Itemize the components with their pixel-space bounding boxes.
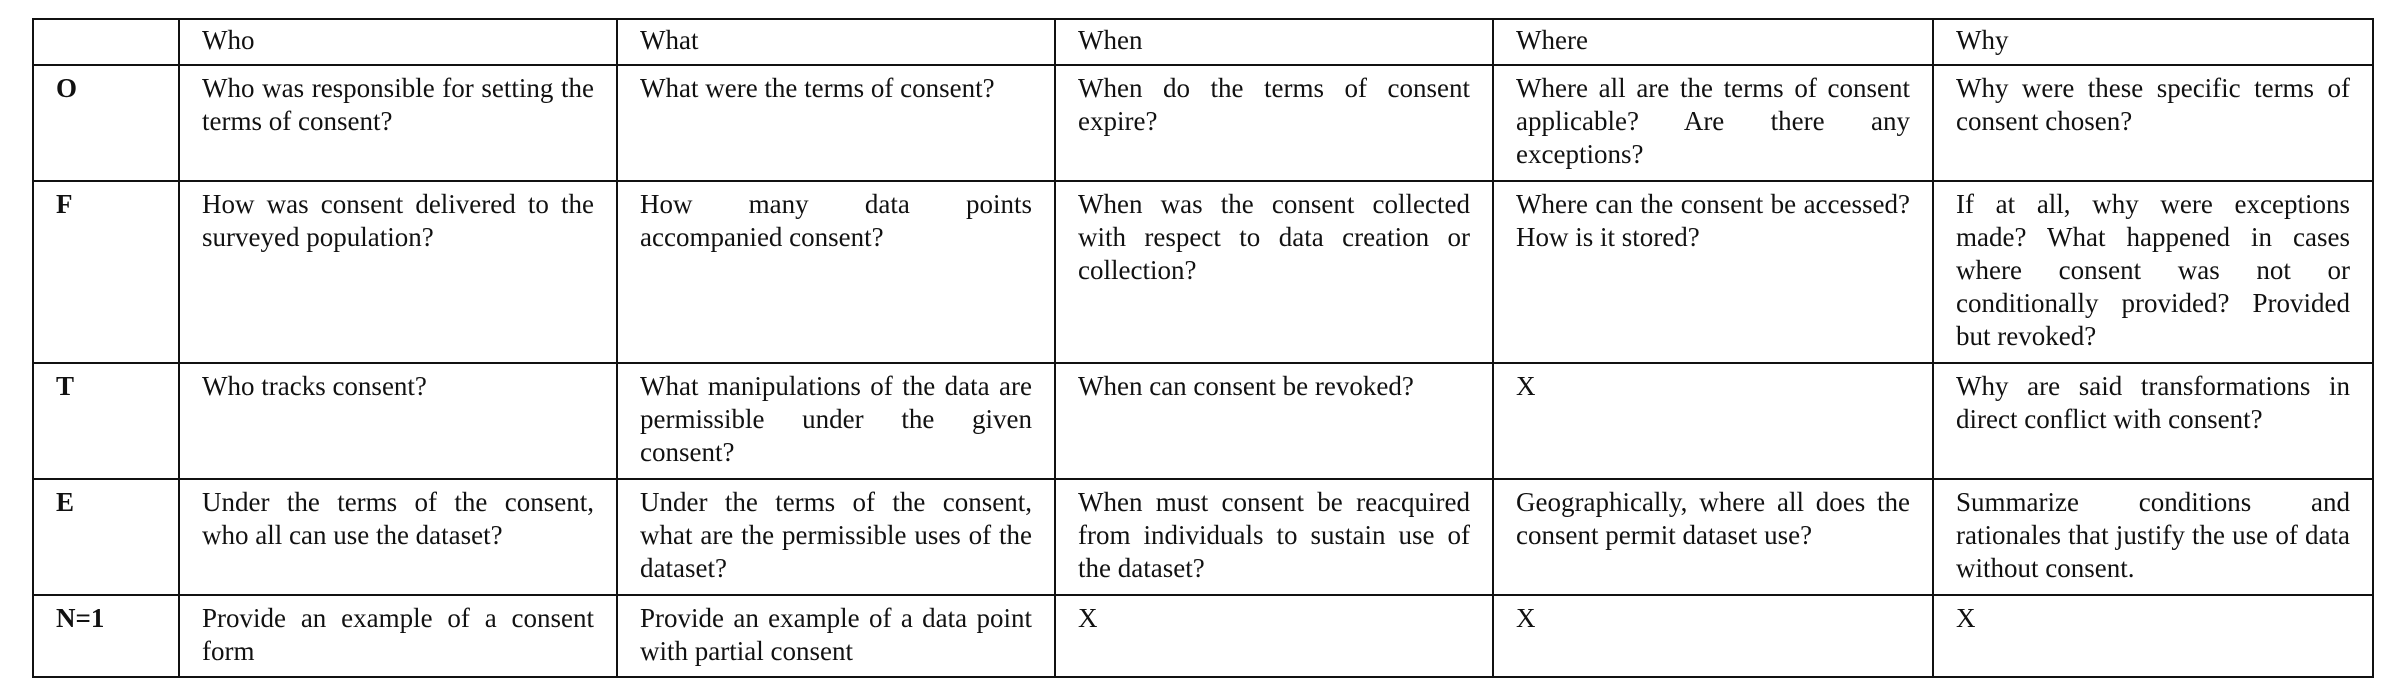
table-cell: Where all are the terms of consent appli… [1492,64,1934,182]
table-row: F How was consent delivered to the surve… [32,180,2374,364]
row-label: N=1 [32,594,180,678]
table-cell: Who tracks consent? [178,362,618,480]
row-label: F [32,180,180,364]
header-cell-when: When [1054,18,1494,66]
table-cell: Who was responsible for setting the term… [178,64,618,182]
table-cell: X [1492,362,1934,480]
table-row: E Under the terms of the consent, who al… [32,478,2374,596]
table-header-row: Who What When Where Why [32,18,2374,66]
table-cell: When do the terms of consent expire? [1054,64,1494,182]
table-cell: Provide an example of a consent form [178,594,618,678]
table-cell: Why are said transformations in direct c… [1932,362,2374,480]
consent-questions-table: Who What When Where Why O Who was respon… [32,18,2374,678]
table-cell: Provide an example of a data point with … [616,594,1056,678]
table-cell: When must consent be reacquired from ind… [1054,478,1494,596]
table-cell: Under the terms of the consent, what are… [616,478,1056,596]
row-label: E [32,478,180,596]
table-cell: Why were these specific terms of consent… [1932,64,2374,182]
table-cell: Summarize conditions and rationales that… [1932,478,2374,596]
table-cell: Where can the consent be accessed? How i… [1492,180,1934,364]
table-cell: X [1492,594,1934,678]
consent-questions-table-container: Who What When Where Why O Who was respon… [32,18,2374,678]
header-cell-what: What [616,18,1056,66]
table-cell: What were the terms of consent? [616,64,1056,182]
header-cell-why: Why [1932,18,2374,66]
table-cell: Under the terms of the consent, who all … [178,478,618,596]
table-cell: When can consent be revoked? [1054,362,1494,480]
table-cell: If at all, why were exceptions made? Wha… [1932,180,2374,364]
table-cell: X [1932,594,2374,678]
table-row: T Who tracks consent? What manipulations… [32,362,2374,480]
row-label: O [32,64,180,182]
header-cell-who: Who [178,18,618,66]
table-row: N=1 Provide an example of a consent form… [32,594,2374,678]
table-cell: What manipulations of the data are permi… [616,362,1056,480]
table-cell: X [1054,594,1494,678]
header-cell-corner [32,18,180,66]
table-cell: How was consent delivered to the surveye… [178,180,618,364]
header-cell-where: Where [1492,18,1934,66]
table-cell: Geographically, where all does the conse… [1492,478,1934,596]
row-label: T [32,362,180,480]
table-cell: How many data points accompanied consent… [616,180,1056,364]
table-row: O Who was responsible for setting the te… [32,64,2374,182]
table-cell: When was the consent collected with resp… [1054,180,1494,364]
